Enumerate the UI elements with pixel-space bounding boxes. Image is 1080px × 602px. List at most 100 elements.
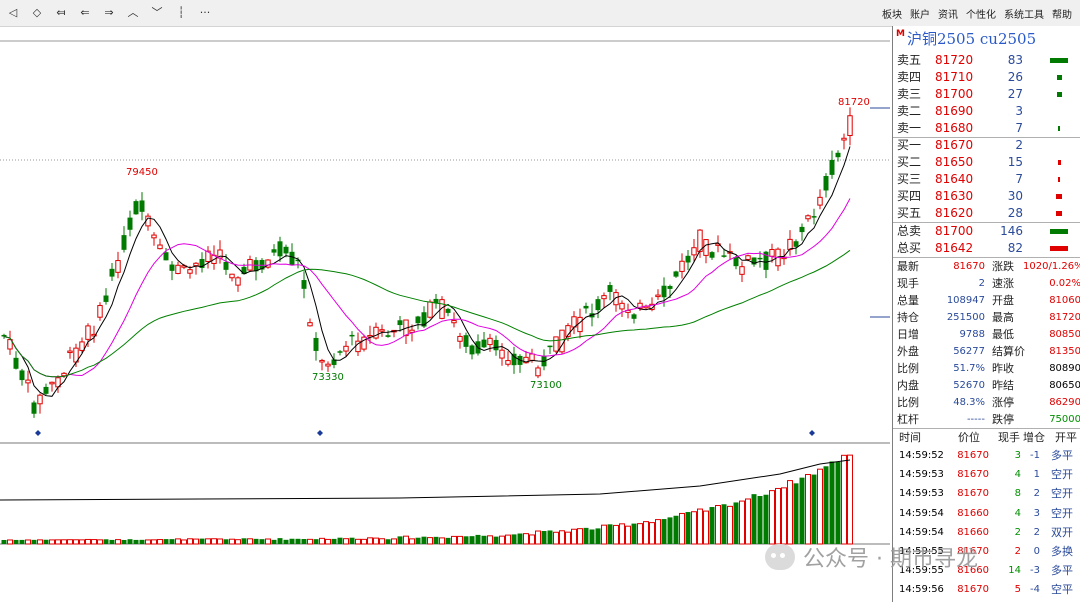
order-book-row[interactable]: 买四 81630 30 <box>893 188 1080 205</box>
tick-row[interactable]: 14:59:55 81660 14 -3 多平 <box>893 561 1080 580</box>
diamond-jump-icon[interactable]: ◇ <box>32 6 42 19</box>
menu-item-1[interactable]: 账户 <box>910 9 930 21</box>
menu-item-2[interactable]: 资讯 <box>938 9 958 21</box>
volume-bar <box>301 539 307 544</box>
order-book-row[interactable]: 买二 81650 15 <box>893 154 1080 171</box>
ticks-header-cell: 现手 <box>998 431 1020 444</box>
menu-item-5[interactable]: 帮助 <box>1052 9 1072 21</box>
order-book-row[interactable]: 买五 81620 28 <box>893 205 1080 222</box>
volume-bar <box>19 539 25 544</box>
order-price: 81700 <box>935 224 974 238</box>
down-chevron-icon[interactable]: ﹀ <box>151 6 163 19</box>
tick-row[interactable]: 14:59:52 81670 3 -1 多平 <box>893 446 1080 465</box>
volume-bar <box>217 538 223 545</box>
stat-label: 涨停 <box>992 396 1014 409</box>
tick-volume: 5 <box>1014 584 1021 596</box>
volume-bar <box>763 494 769 544</box>
candle-body <box>271 249 277 253</box>
order-book-row[interactable]: 总卖 81700 146 <box>893 223 1080 240</box>
order-book-row[interactable]: 卖一 81680 7 <box>893 120 1080 137</box>
volume-bar <box>589 529 595 544</box>
up-chevron-icon[interactable]: ︿ <box>127 6 139 19</box>
stat-row: 比例 48.3% 涨停 86290 <box>893 394 1080 411</box>
candle-body <box>529 353 535 361</box>
candle-body <box>535 367 541 377</box>
volume-bar <box>259 539 265 544</box>
ticks-header-cell: 开平 <box>1055 431 1077 444</box>
order-price: 81690 <box>935 104 974 118</box>
volume-bar <box>499 535 505 545</box>
tick-row[interactable]: 14:59:53 81670 4 1 空开 <box>893 465 1080 484</box>
order-volume: 26 <box>1007 70 1023 84</box>
volume-bar <box>235 539 241 545</box>
menu-item-3[interactable]: 个性化 <box>966 9 996 21</box>
candle-body <box>85 325 91 340</box>
volume-bar <box>619 523 625 545</box>
event-marker-icon <box>35 430 41 436</box>
candlestick-chart[interactable]: 79450 73330 73100 81720 <box>0 26 890 602</box>
order-book-row[interactable]: 卖五 81720 83 <box>893 52 1080 69</box>
volume-bar <box>133 539 139 544</box>
tick-row[interactable]: 14:59:54 81660 4 3 空开 <box>893 504 1080 523</box>
tick-volume: 8 <box>1014 488 1021 500</box>
diamond-first-icon[interactable]: ◁ <box>8 6 18 19</box>
volume-bar <box>427 537 433 545</box>
order-book-row[interactable]: 总买 81642 82 <box>893 240 1080 257</box>
tick-row[interactable]: 14:59:56 81670 5 -4 空平 <box>893 580 1080 599</box>
tick-row[interactable]: 14:59:54 81660 2 2 双开 <box>893 523 1080 542</box>
volume-bar <box>643 521 649 545</box>
candle-body <box>295 259 301 262</box>
candle-body <box>61 372 67 377</box>
right-arrow-icon[interactable]: ⇒ <box>104 6 114 19</box>
candle-body <box>499 349 505 359</box>
tick-price: 81670 <box>957 584 989 596</box>
vertical-span-icon[interactable]: ┆ <box>177 6 185 19</box>
volume-bar <box>475 534 481 544</box>
order-level-label: 卖二 <box>897 104 922 118</box>
candle-body <box>679 260 685 272</box>
menu-item-0[interactable]: 板块 <box>882 9 902 21</box>
stat-label: 最高 <box>992 311 1014 324</box>
candle-body <box>187 269 193 274</box>
menu-item-4[interactable]: 系统工具 <box>1004 9 1044 21</box>
stat-label: 内盘 <box>897 379 919 392</box>
order-book-row[interactable]: 买一 81670 2 <box>893 137 1080 154</box>
tick-oi-change: -1 <box>1030 450 1040 461</box>
candle-body <box>757 257 763 260</box>
event-marker-icon <box>317 430 323 436</box>
volume-bar <box>487 535 493 545</box>
order-volume: 28 <box>1007 206 1023 220</box>
left-arrow-icon[interactable]: ⇐ <box>80 6 90 19</box>
tick-row[interactable]: 14:59:55 81670 2 0 多换 <box>893 542 1080 561</box>
volume-bar <box>829 461 835 544</box>
more-icon[interactable]: ··· <box>199 6 211 19</box>
candle-body <box>301 280 307 289</box>
stat-value: 80650 <box>1049 380 1080 391</box>
order-volume: 30 <box>1007 189 1023 203</box>
tick-row[interactable]: 14:59:53 81670 8 2 空开 <box>893 484 1080 503</box>
divider <box>893 257 1080 258</box>
tick-type: 空开 <box>1051 506 1073 520</box>
stat-value: 56277 <box>953 346 985 357</box>
order-volume: 146 <box>1000 224 1023 238</box>
stat-label: 日增 <box>897 328 919 341</box>
volume-bar <box>667 517 673 544</box>
order-book-row[interactable]: 卖四 81710 26 <box>893 69 1080 86</box>
instrument-name[interactable]: 沪铜2505 cu2505 <box>906 30 1037 48</box>
candle-body <box>313 337 319 351</box>
order-level-label: 买四 <box>897 189 922 203</box>
candle-body <box>127 217 133 230</box>
order-level-label: 买五 <box>897 206 922 220</box>
order-book-row[interactable]: 买三 81640 7 <box>893 171 1080 188</box>
volume-bar <box>139 539 145 544</box>
order-level-label: 买二 <box>897 155 922 169</box>
volume-bar <box>283 539 289 544</box>
volume-bar <box>751 494 757 544</box>
candlestick-chart-area[interactable]: 79450 73330 73100 81720 <box>0 26 890 602</box>
order-book-row[interactable]: 卖三 81700 27 <box>893 86 1080 103</box>
candle-body <box>511 353 517 366</box>
order-book-row[interactable]: 卖二 81690 3 <box>893 103 1080 120</box>
volume-bar <box>631 523 637 544</box>
order-price: 81680 <box>935 121 974 135</box>
double-left-icon[interactable]: ⤆ <box>56 6 66 19</box>
